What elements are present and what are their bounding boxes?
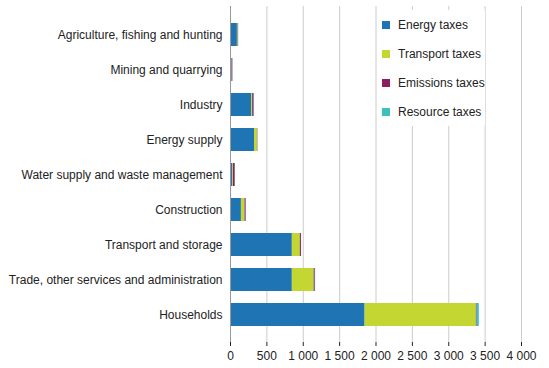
svg-text:3 500: 3 500 xyxy=(470,349,500,363)
svg-text:1 000: 1 000 xyxy=(288,349,318,363)
svg-text:Transport and storage: Transport and storage xyxy=(105,238,223,252)
html-text:Transport taxes: Transport taxes xyxy=(398,46,481,61)
svg-text:0: 0 xyxy=(227,349,234,363)
svg-text:4 000: 4 000 xyxy=(506,349,536,363)
svg-text:Energy supply: Energy supply xyxy=(146,133,222,147)
html-text:Emissions taxes: Emissions taxes xyxy=(398,75,485,90)
svg-text:3 000: 3 000 xyxy=(434,349,464,363)
svg-text:Trade, other services and admi: Trade, other services and administration xyxy=(9,273,223,287)
svg-text:2 000: 2 000 xyxy=(361,349,391,363)
svg-text:1 500: 1 500 xyxy=(325,349,355,363)
svg-text:Industry: Industry xyxy=(180,98,223,112)
svg-text:2 500: 2 500 xyxy=(397,349,427,363)
svg-text:Households: Households xyxy=(159,308,222,322)
svg-text:Mining and quarrying: Mining and quarrying xyxy=(110,63,222,77)
svg-text:Agriculture, fishing and hunti: Agriculture, fishing and hunting xyxy=(58,28,223,42)
svg-text:Construction: Construction xyxy=(155,203,222,217)
svg-text:Water supply and waste managem: Water supply and waste management xyxy=(22,168,224,182)
svg-text:500: 500 xyxy=(257,349,277,363)
html-text:Energy taxes: Energy taxes xyxy=(398,17,468,32)
html-text:Resource taxes: Resource taxes xyxy=(398,104,482,119)
